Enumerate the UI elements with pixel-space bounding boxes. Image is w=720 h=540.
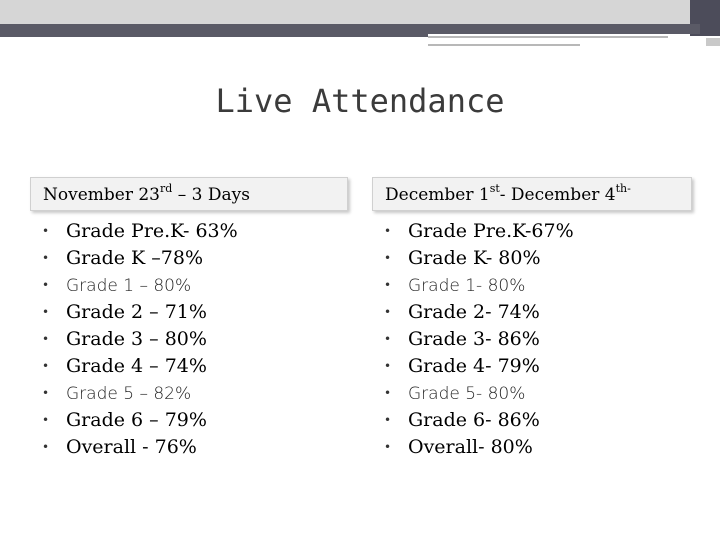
attendance-entry: Grade Pre.K-67%: [408, 220, 574, 242]
bullet-icon: •: [42, 332, 50, 346]
top-decor-tab: [706, 38, 720, 46]
attendance-entry: Grade Pre.K- 63%: [66, 220, 238, 242]
top-decor-line: [0, 34, 428, 37]
list-item: • Grade K- 80%: [384, 245, 574, 272]
list-item: • Grade 2- 74%: [384, 299, 574, 326]
right-column-heading: December 1st- December 4th-: [372, 177, 692, 211]
bullet-icon: •: [384, 359, 392, 373]
list-item: • Grade K –78%: [42, 245, 238, 272]
right-heading-sup: st: [489, 182, 500, 195]
attendance-entry: Grade K- 80%: [408, 247, 541, 269]
top-decor-line-light: [428, 36, 668, 38]
left-attendance-list: • Grade Pre.K- 63% • Grade K –78% • Grade 1 –…: [42, 218, 238, 461]
list-item: • Grade 5 – 82%: [42, 380, 238, 407]
bullet-icon: •: [42, 224, 50, 238]
bullet-icon: •: [384, 305, 392, 319]
bullet-icon: •: [42, 305, 50, 319]
list-item: • Grade 4 – 74%: [42, 353, 238, 380]
attendance-entry: Grade 3 – 80%: [66, 328, 207, 350]
bullet-icon: •: [42, 278, 50, 292]
list-item: • Grade 6 – 79%: [42, 407, 238, 434]
list-item: • Grade 2 – 71%: [42, 299, 238, 326]
list-item: • Grade 3 – 80%: [42, 326, 238, 353]
right-heading-mid: - December 4: [499, 185, 616, 205]
left-heading-sup: rd: [160, 182, 173, 195]
attendance-entry: Grade 1 – 80%: [66, 276, 192, 296]
bullet-icon: •: [384, 332, 392, 346]
attendance-entry: Grade 2 – 71%: [66, 301, 207, 323]
attendance-entry: Overall- 80%: [408, 436, 533, 458]
list-item: • Overall- 80%: [384, 434, 574, 461]
attendance-entry: Grade 6 – 79%: [66, 409, 207, 431]
list-item: • Grade Pre.K- 63%: [42, 218, 238, 245]
left-heading-text: November 23: [43, 185, 160, 205]
list-item: • Grade 5- 80%: [384, 380, 574, 407]
attendance-entry: Grade K –78%: [66, 247, 203, 269]
attendance-entry: Grade 4- 79%: [408, 355, 540, 377]
attendance-entry: Overall - 76%: [66, 436, 197, 458]
list-item: • Grade 1 – 80%: [42, 272, 238, 299]
bullet-icon: •: [384, 440, 392, 454]
slide-title: Live Attendance: [215, 82, 505, 120]
attendance-entry: Grade 6- 86%: [408, 409, 540, 431]
top-decor-band: [0, 0, 690, 24]
attendance-entry: Grade 1- 80%: [408, 276, 526, 296]
bullet-icon: •: [384, 278, 392, 292]
bullet-icon: •: [384, 224, 392, 238]
bullet-icon: •: [42, 251, 50, 265]
left-column-heading: November 23rd – 3 Days: [30, 177, 348, 211]
bullet-icon: •: [42, 386, 50, 400]
bullet-icon: •: [384, 251, 392, 265]
list-item: • Overall - 76%: [42, 434, 238, 461]
list-item: • Grade 4- 79%: [384, 353, 574, 380]
top-decor-line-light: [428, 44, 580, 46]
list-item: • Grade 1- 80%: [384, 272, 574, 299]
list-item: • Grade 6- 86%: [384, 407, 574, 434]
list-item: • Grade 3- 86%: [384, 326, 574, 353]
top-decor-bar: [0, 24, 700, 34]
bullet-icon: •: [42, 413, 50, 427]
attendance-entry: Grade 5 – 82%: [66, 384, 192, 404]
attendance-entry: Grade 3- 86%: [408, 328, 540, 350]
left-heading-rest: – 3 Days: [172, 185, 250, 205]
bullet-icon: •: [42, 440, 50, 454]
bullet-icon: •: [384, 386, 392, 400]
attendance-entry: Grade 4 – 74%: [66, 355, 207, 377]
right-attendance-list: • Grade Pre.K-67% • Grade K- 80% • Grade 1- 8…: [384, 218, 574, 461]
list-item: • Grade Pre.K-67%: [384, 218, 574, 245]
bullet-icon: •: [42, 359, 50, 373]
attendance-entry: Grade 5- 80%: [408, 384, 526, 404]
right-heading-sup2: th-: [615, 182, 631, 195]
attendance-entry: Grade 2- 74%: [408, 301, 540, 323]
right-heading-text: December 1: [385, 185, 490, 205]
bullet-icon: •: [384, 413, 392, 427]
